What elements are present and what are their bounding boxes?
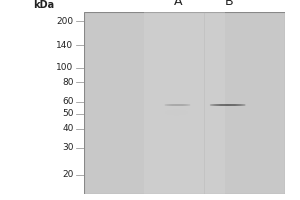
Ellipse shape (165, 110, 188, 115)
Text: 200: 200 (56, 17, 74, 26)
Text: 140: 140 (56, 41, 74, 50)
Text: kDa: kDa (33, 0, 54, 10)
Text: 20: 20 (62, 170, 74, 179)
Text: 30: 30 (62, 143, 74, 152)
Ellipse shape (210, 104, 246, 106)
Text: 50: 50 (62, 109, 74, 118)
Text: B: B (224, 0, 233, 8)
Text: A: A (174, 0, 183, 8)
Text: 80: 80 (62, 78, 74, 87)
Bar (144, 12, 225, 194)
Text: 60: 60 (62, 97, 74, 106)
Text: 40: 40 (62, 124, 74, 133)
Text: 100: 100 (56, 63, 74, 72)
